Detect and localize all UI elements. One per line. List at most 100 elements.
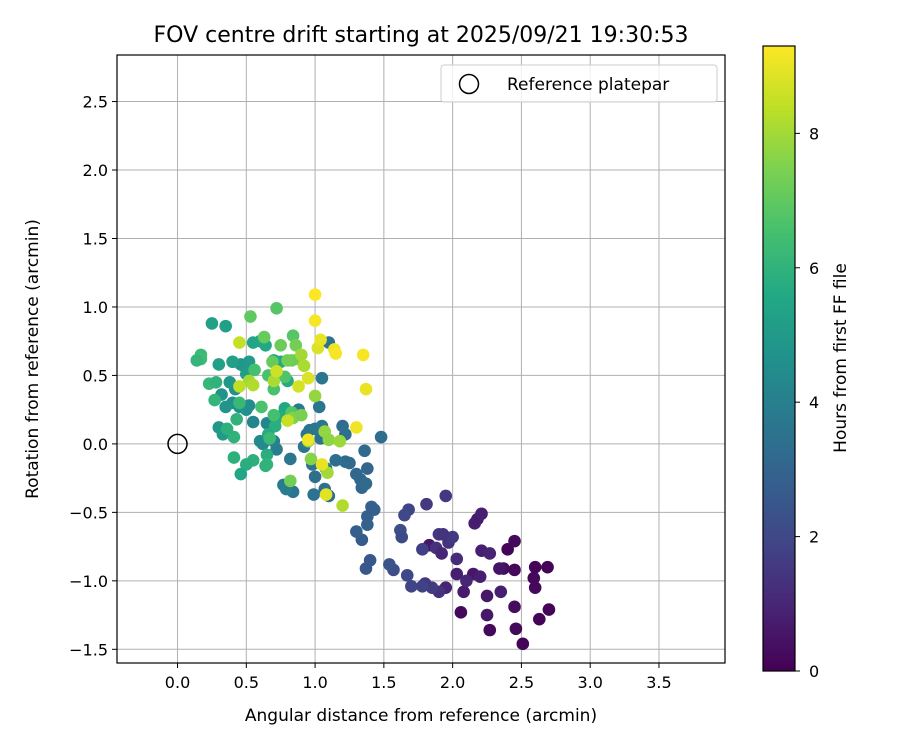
data-point bbox=[230, 412, 243, 426]
x-tick-label: 3.5 bbox=[646, 673, 671, 692]
y-tick-label: −0.5 bbox=[69, 503, 108, 522]
data-point bbox=[314, 333, 327, 347]
data-point bbox=[450, 567, 464, 581]
x-tick-label: 1.0 bbox=[302, 673, 327, 692]
data-point bbox=[246, 378, 260, 392]
y-axis-ticks: −1.5 −1.0 −0.5 0.0 0.5 1.0 1.5 2.0 2.5 bbox=[69, 93, 117, 659]
data-point bbox=[219, 319, 232, 333]
data-point bbox=[304, 452, 318, 466]
data-point bbox=[509, 622, 523, 636]
data-point bbox=[405, 580, 418, 593]
y-tick-label: 2.0 bbox=[83, 161, 108, 180]
data-point bbox=[319, 488, 333, 501]
data-point bbox=[301, 371, 315, 385]
data-point bbox=[439, 489, 453, 503]
data-point bbox=[420, 497, 433, 511]
data-point bbox=[301, 433, 315, 447]
data-point bbox=[295, 348, 308, 362]
data-point bbox=[454, 606, 468, 619]
colorbar-tick-label: 8 bbox=[809, 124, 819, 143]
y-tick-label: 1.5 bbox=[83, 229, 108, 248]
data-point bbox=[527, 571, 541, 585]
data-point bbox=[457, 585, 470, 599]
data-point bbox=[333, 434, 347, 448]
data-point bbox=[400, 569, 414, 582]
data-point bbox=[374, 430, 388, 444]
data-point bbox=[312, 400, 326, 414]
data-point bbox=[308, 470, 322, 484]
colorbar-tick-label: 6 bbox=[809, 259, 819, 278]
y-tick-label: 1.0 bbox=[83, 298, 108, 317]
data-point bbox=[226, 355, 239, 369]
data-point bbox=[395, 530, 409, 544]
data-point bbox=[233, 380, 246, 393]
data-point bbox=[356, 348, 370, 362]
data-point bbox=[244, 310, 257, 323]
data-point bbox=[315, 458, 329, 471]
data-point bbox=[284, 452, 297, 466]
y-tick-label: 2.5 bbox=[83, 93, 108, 112]
data-point bbox=[248, 363, 261, 377]
chart-title: FOV centre drift starting at 2025/09/21 … bbox=[154, 23, 689, 48]
x-tick-label: 2.0 bbox=[440, 673, 465, 692]
data-point bbox=[493, 562, 506, 575]
colorbar-gradient bbox=[762, 45, 796, 672]
data-point bbox=[208, 393, 221, 407]
data-point bbox=[205, 317, 219, 330]
data-point bbox=[233, 336, 246, 349]
data-point bbox=[240, 458, 253, 471]
data-point bbox=[508, 563, 521, 577]
legend-reference-icon bbox=[458, 73, 480, 95]
data-point bbox=[281, 414, 294, 427]
data-point bbox=[416, 580, 429, 593]
data-point bbox=[359, 562, 373, 575]
data-point bbox=[266, 355, 279, 369]
data-point bbox=[281, 354, 294, 367]
data-point bbox=[542, 603, 556, 616]
colorbar-ticks: 0 2 4 6 8 bbox=[795, 124, 819, 681]
x-tick-label: 0.0 bbox=[165, 673, 190, 692]
colorbar-label: Hours from first FF file bbox=[831, 263, 851, 453]
data-point bbox=[383, 558, 396, 571]
data-point bbox=[480, 589, 494, 603]
data-point bbox=[532, 612, 546, 626]
y-tick-label: −1.0 bbox=[69, 572, 108, 591]
data-point bbox=[212, 358, 226, 371]
colorbar-tick-label: 2 bbox=[809, 528, 819, 547]
data-point bbox=[308, 288, 322, 301]
data-point bbox=[284, 474, 297, 488]
data-point bbox=[234, 467, 248, 481]
reference-platepar-marker bbox=[167, 433, 188, 455]
data-point bbox=[416, 543, 429, 556]
data-point bbox=[359, 382, 373, 396]
x-axis-ticks: 0.0 0.5 1.0 1.5 2.0 2.5 3.0 3.5 bbox=[165, 663, 672, 692]
data-point bbox=[274, 339, 287, 352]
plot-frame bbox=[116, 54, 726, 664]
data-point bbox=[398, 508, 411, 522]
data-point bbox=[297, 359, 311, 373]
data-point bbox=[219, 400, 232, 414]
x-axis-label: Angular distance from reference (arcmin) bbox=[245, 706, 597, 726]
data-point bbox=[367, 503, 381, 516]
data-point bbox=[220, 422, 234, 436]
data-point bbox=[483, 623, 497, 637]
data-point bbox=[315, 371, 329, 385]
data-point bbox=[450, 552, 464, 566]
data-point bbox=[350, 421, 363, 434]
data-point bbox=[350, 467, 363, 481]
data-point bbox=[541, 560, 554, 574]
data-point bbox=[508, 600, 521, 614]
data-point bbox=[246, 415, 260, 429]
legend-label: Reference platepar bbox=[507, 75, 669, 95]
data-point bbox=[257, 330, 271, 344]
colorbar-tick-label: 4 bbox=[809, 393, 819, 412]
colorbar-tick-label: 0 bbox=[809, 662, 819, 681]
data-point bbox=[359, 477, 373, 490]
y-axis-label: Rotation from reference (arcmin) bbox=[23, 219, 43, 499]
data-point bbox=[483, 547, 497, 560]
data-point bbox=[259, 459, 272, 473]
data-point bbox=[253, 434, 267, 448]
data-point bbox=[361, 518, 374, 531]
data-point bbox=[355, 533, 369, 547]
